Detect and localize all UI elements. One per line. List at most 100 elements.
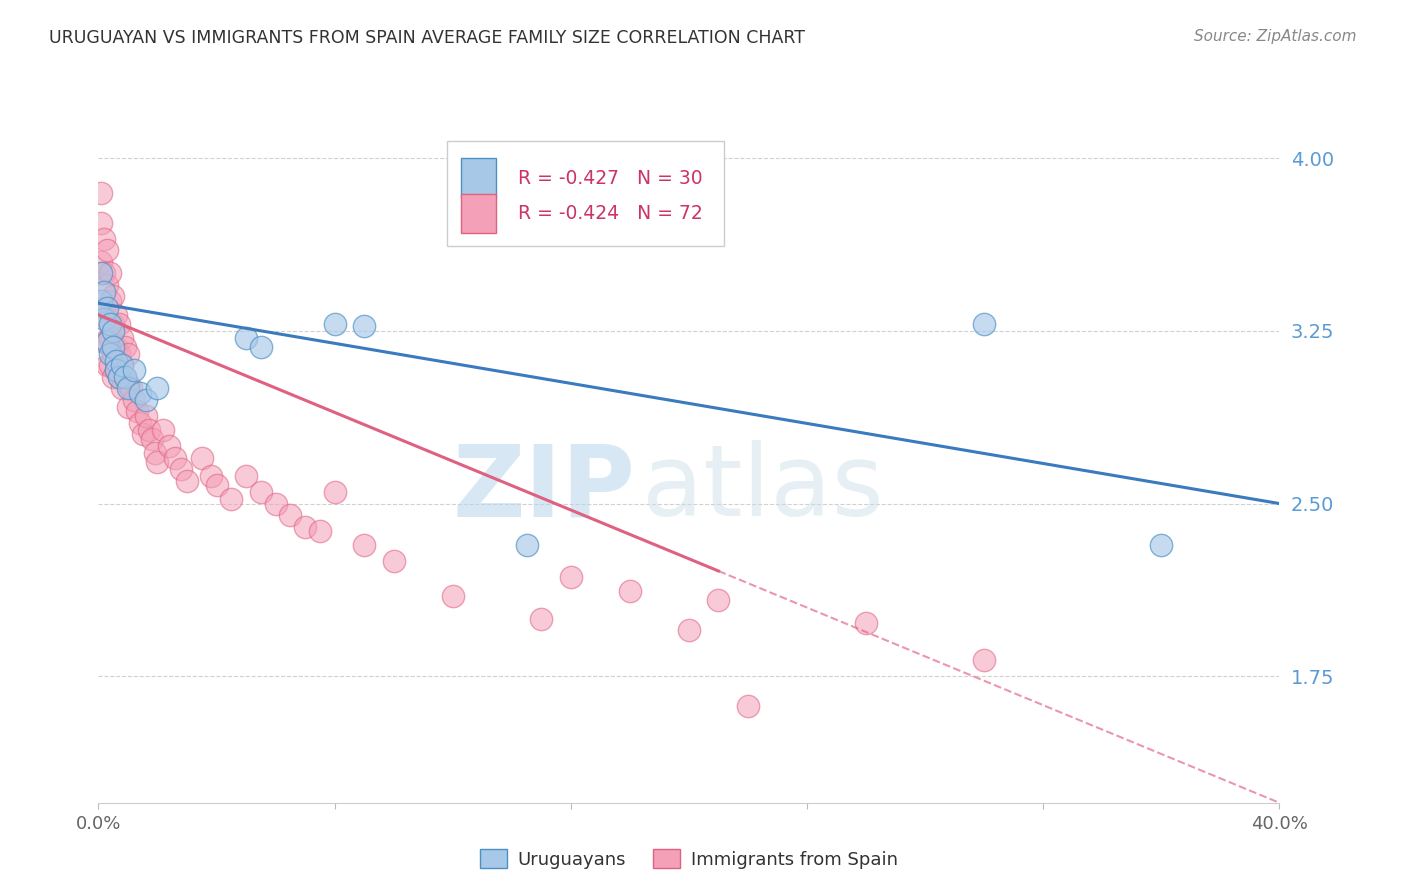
Point	[235, 331, 257, 345]
Point	[146, 381, 169, 395]
Point	[165, 450, 187, 465]
Point	[93, 266, 115, 280]
Point	[146, 455, 169, 469]
Point	[235, 469, 257, 483]
Point	[264, 497, 287, 511]
Point	[619, 584, 641, 599]
Point	[114, 340, 136, 354]
Point	[309, 524, 332, 538]
Point	[114, 370, 136, 384]
Text: R = -0.427   N = 30: R = -0.427 N = 30	[517, 169, 703, 187]
Point	[441, 589, 464, 603]
Point	[205, 478, 228, 492]
Point	[103, 347, 125, 361]
Point	[323, 485, 346, 500]
Point	[250, 340, 273, 354]
Point	[90, 266, 112, 280]
Point	[353, 319, 375, 334]
Point	[90, 255, 112, 269]
Point	[90, 186, 112, 200]
FancyBboxPatch shape	[461, 159, 496, 198]
Point	[135, 409, 157, 423]
Point	[103, 324, 125, 338]
Point	[98, 266, 121, 280]
Point	[117, 376, 139, 391]
Point	[98, 293, 121, 308]
Point	[96, 335, 118, 350]
Point	[678, 623, 700, 637]
Point	[111, 381, 134, 395]
Point	[973, 317, 995, 331]
Point	[138, 423, 160, 437]
FancyBboxPatch shape	[447, 141, 724, 246]
Point	[973, 653, 995, 667]
Point	[114, 370, 136, 384]
Point	[280, 508, 302, 522]
Point	[111, 359, 134, 373]
Point	[98, 359, 121, 373]
Point	[96, 277, 118, 292]
Point	[96, 244, 118, 258]
Point	[128, 386, 150, 401]
Point	[111, 331, 134, 345]
Point	[105, 354, 128, 368]
Point	[93, 301, 115, 315]
Point	[560, 570, 582, 584]
Point	[105, 308, 128, 322]
Point	[855, 616, 877, 631]
Point	[122, 363, 145, 377]
Point	[90, 293, 112, 308]
Point	[152, 423, 174, 437]
Point	[200, 469, 222, 483]
Point	[132, 427, 155, 442]
Point	[530, 612, 553, 626]
Point	[117, 347, 139, 361]
Point	[105, 363, 128, 377]
Point	[128, 416, 150, 430]
Point	[120, 381, 142, 395]
Point	[98, 347, 121, 361]
Point	[93, 335, 115, 350]
FancyBboxPatch shape	[461, 194, 496, 234]
Point	[103, 340, 125, 354]
Point	[96, 301, 118, 315]
Point	[707, 593, 730, 607]
Point	[103, 370, 125, 384]
Point	[117, 400, 139, 414]
Point	[105, 340, 128, 354]
Point	[170, 462, 193, 476]
Point	[221, 491, 243, 506]
Point	[516, 538, 538, 552]
Point	[382, 554, 405, 568]
Point	[125, 404, 148, 418]
Point	[737, 699, 759, 714]
Point	[93, 232, 115, 246]
Point	[141, 432, 163, 446]
Point	[105, 363, 128, 377]
Point	[103, 317, 125, 331]
Point	[90, 216, 112, 230]
Point	[294, 519, 316, 533]
Point	[250, 485, 273, 500]
Text: atlas: atlas	[641, 441, 883, 537]
Point	[122, 392, 145, 407]
Point	[143, 446, 166, 460]
Point	[111, 359, 134, 373]
Point	[96, 312, 118, 326]
Point	[96, 359, 118, 373]
Text: URUGUAYAN VS IMMIGRANTS FROM SPAIN AVERAGE FAMILY SIZE CORRELATION CHART: URUGUAYAN VS IMMIGRANTS FROM SPAIN AVERA…	[49, 29, 806, 46]
Point	[96, 335, 118, 350]
Point	[157, 439, 180, 453]
Text: R = -0.424   N = 72: R = -0.424 N = 72	[517, 204, 703, 223]
Point	[98, 317, 121, 331]
Point	[117, 381, 139, 395]
Point	[98, 331, 121, 345]
Point	[135, 392, 157, 407]
Point	[323, 317, 346, 331]
Point	[108, 317, 131, 331]
Point	[108, 370, 131, 384]
Point	[93, 285, 115, 299]
Point	[108, 370, 131, 384]
Point	[353, 538, 375, 552]
Text: Source: ZipAtlas.com: Source: ZipAtlas.com	[1194, 29, 1357, 44]
